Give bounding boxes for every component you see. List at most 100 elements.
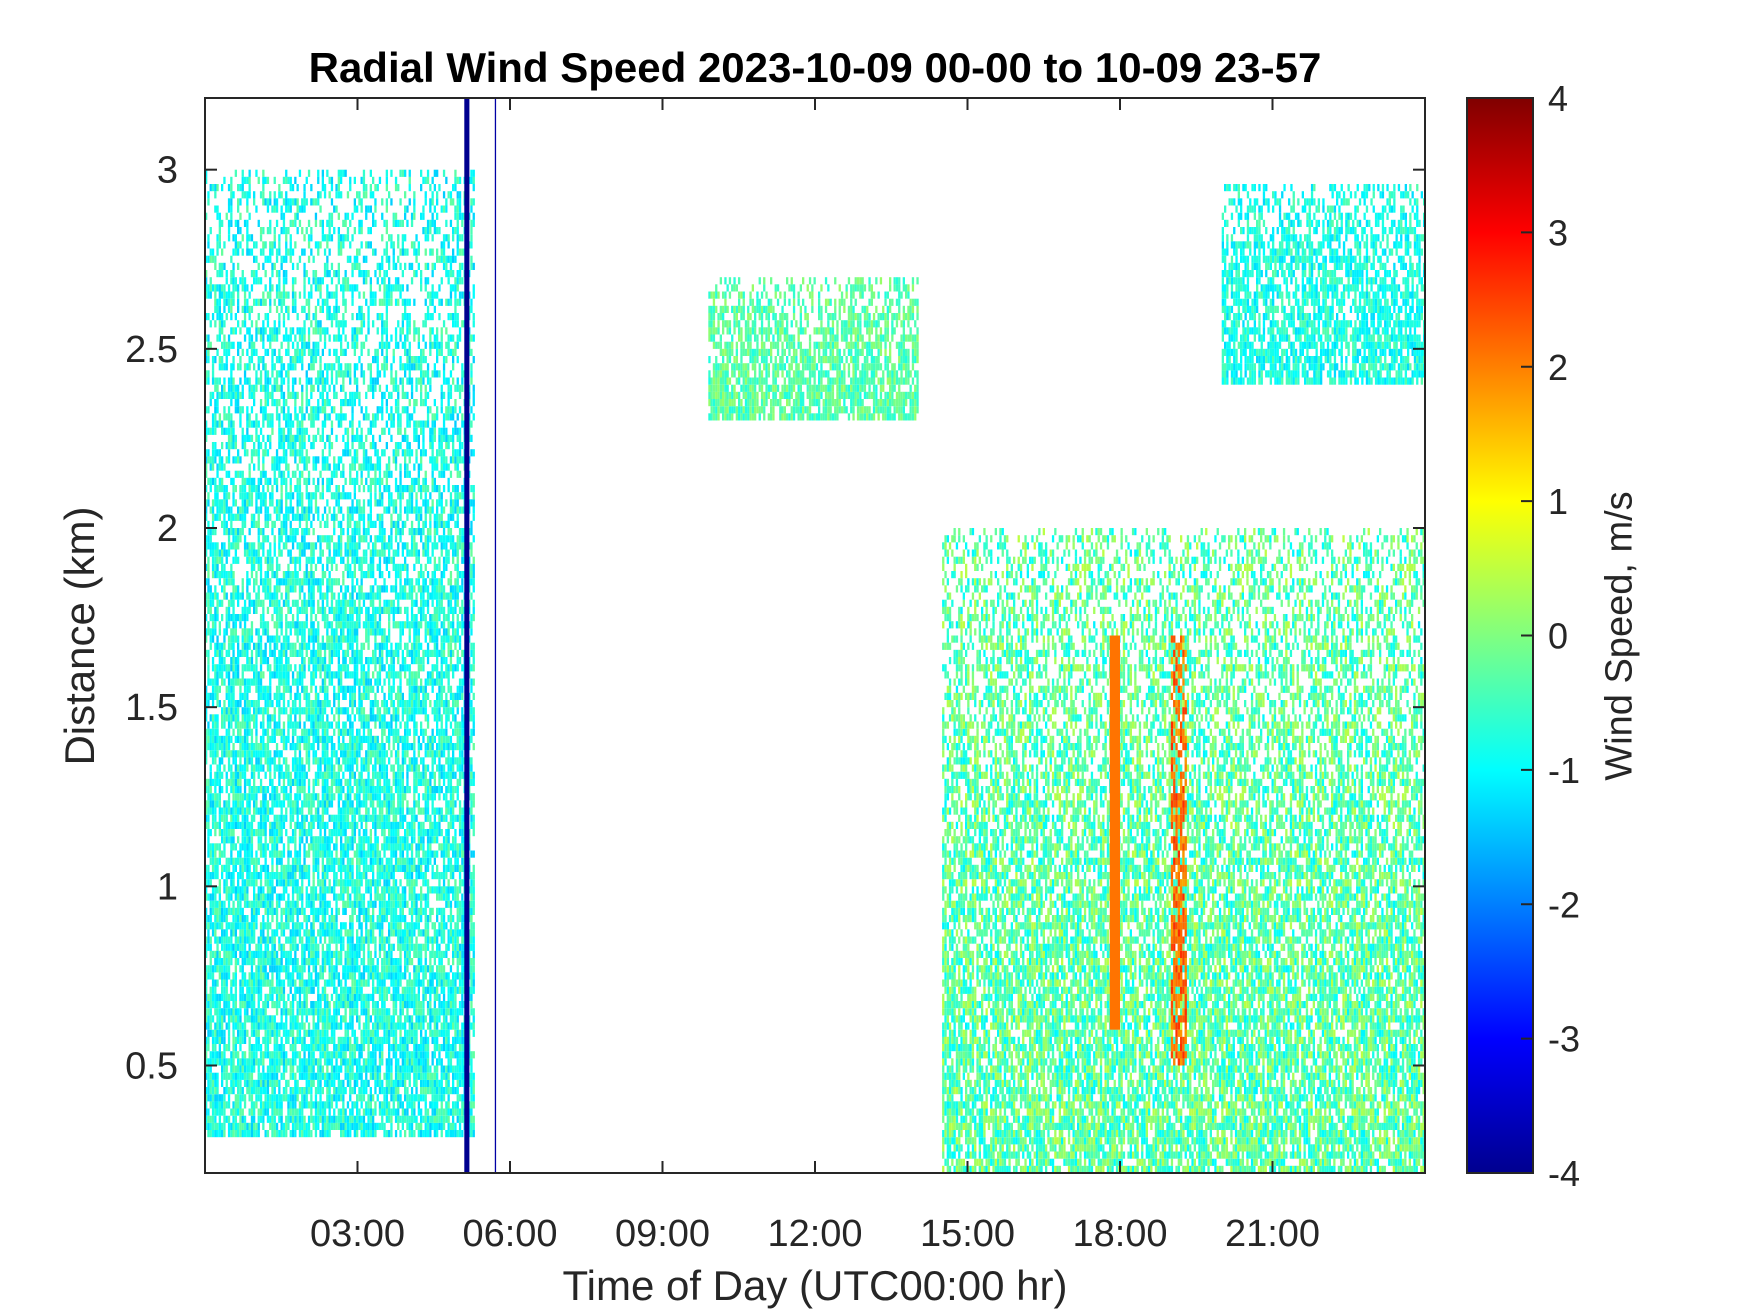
heatmap-cell [253, 865, 255, 872]
heatmap-cell [285, 965, 287, 972]
heatmap-cell [214, 292, 216, 299]
heatmap-cell [265, 643, 267, 650]
heatmap-cell [244, 542, 246, 549]
heatmap-cell [287, 1109, 289, 1116]
heatmap-cell [313, 1073, 315, 1080]
heatmap-cell [276, 1008, 278, 1015]
heatmap-cell [237, 872, 239, 879]
heatmap-cell [253, 1101, 255, 1108]
heatmap-cell [251, 342, 253, 349]
heatmap-cell [221, 671, 223, 678]
heatmap-cell [221, 657, 223, 664]
heatmap-cell [267, 865, 269, 872]
heatmap-cell [212, 729, 214, 736]
heatmap-cell [223, 980, 225, 987]
heatmap-cell [210, 1015, 212, 1022]
heatmap-cell [299, 485, 301, 492]
heatmap-cell [308, 378, 310, 385]
heatmap-cell [207, 1008, 209, 1015]
heatmap-cell [223, 1015, 225, 1022]
heatmap-cell [278, 528, 280, 535]
heatmap-cell [207, 851, 209, 858]
heatmap-cell [303, 284, 305, 291]
heatmap-cell [262, 191, 264, 198]
heatmap-cell [269, 514, 271, 521]
heatmap-cell [214, 937, 216, 944]
heatmap-cell [226, 958, 228, 965]
heatmap-cell [249, 951, 251, 958]
heatmap-cell [287, 980, 289, 987]
heatmap-cell [207, 1044, 209, 1051]
heatmap-cell [207, 829, 209, 836]
heatmap-cell [315, 908, 317, 915]
heatmap-cell [239, 886, 241, 893]
heatmap-cell [292, 614, 294, 621]
heatmap-cell [244, 836, 246, 843]
heatmap-cell [319, 392, 321, 399]
heatmap-cell [267, 686, 269, 693]
heatmap-cell [299, 1073, 301, 1080]
heatmap-cell [214, 886, 216, 893]
heatmap-cell [230, 392, 232, 399]
heatmap-cell [223, 1073, 225, 1080]
heatmap-cell [287, 342, 289, 349]
heatmap-cell [216, 306, 218, 313]
heatmap-cell [216, 1030, 218, 1037]
heatmap-cell [285, 456, 287, 463]
heatmap-cell [287, 671, 289, 678]
heatmap-cell [221, 1015, 223, 1022]
heatmap-cell [239, 922, 241, 929]
heatmap-cell [219, 478, 221, 485]
heatmap-cell [294, 793, 296, 800]
heatmap-cell [271, 786, 273, 793]
heatmap-cell [285, 449, 287, 456]
heatmap-cell [294, 1123, 296, 1130]
heatmap-cell [258, 808, 260, 815]
heatmap-cell [242, 958, 244, 965]
heatmap-cell [239, 765, 241, 772]
heatmap-cell [283, 406, 285, 413]
heatmap-cell [226, 965, 228, 972]
heatmap-cell [317, 299, 319, 306]
heatmap-cell [313, 478, 315, 485]
heatmap-cell [232, 1130, 234, 1137]
heatmap-cell [258, 1037, 260, 1044]
heatmap-cell [301, 585, 303, 592]
heatmap-cell [232, 729, 234, 736]
heatmap-cell [281, 1044, 283, 1051]
heatmap-cell [274, 772, 276, 779]
heatmap-cell [283, 822, 285, 829]
heatmap-cell [315, 492, 317, 499]
heatmap-cell [221, 363, 223, 370]
heatmap-cell [303, 263, 305, 270]
heatmap-cell [260, 944, 262, 951]
heatmap-cell [313, 600, 315, 607]
heatmap-cell [308, 757, 310, 764]
heatmap-cell [315, 356, 317, 363]
heatmap-cell [317, 428, 319, 435]
heatmap-cell [322, 750, 324, 757]
heatmap-cell [242, 929, 244, 936]
heatmap-cell [262, 980, 264, 987]
heatmap-cell [271, 1123, 273, 1130]
heatmap-cell [207, 571, 209, 578]
heatmap-cell [212, 865, 214, 872]
heatmap-cell [290, 335, 292, 342]
heatmap-cell [219, 908, 221, 915]
heatmap-cell [255, 786, 257, 793]
heatmap-cell [207, 1073, 209, 1080]
heatmap-cell [212, 449, 214, 456]
heatmap-cell [260, 600, 262, 607]
heatmap-cell [207, 349, 209, 356]
heatmap-cell [253, 514, 255, 521]
heatmap-cell [223, 363, 225, 370]
heatmap-cell [313, 643, 315, 650]
heatmap-cell [226, 557, 228, 564]
heatmap-cell [285, 413, 287, 420]
heatmap-cell [278, 851, 280, 858]
heatmap-cell [262, 851, 264, 858]
heatmap-cell [290, 808, 292, 815]
heatmap-cell [212, 1058, 214, 1065]
heatmap-cell [285, 1130, 287, 1137]
heatmap-cell [239, 1015, 241, 1022]
